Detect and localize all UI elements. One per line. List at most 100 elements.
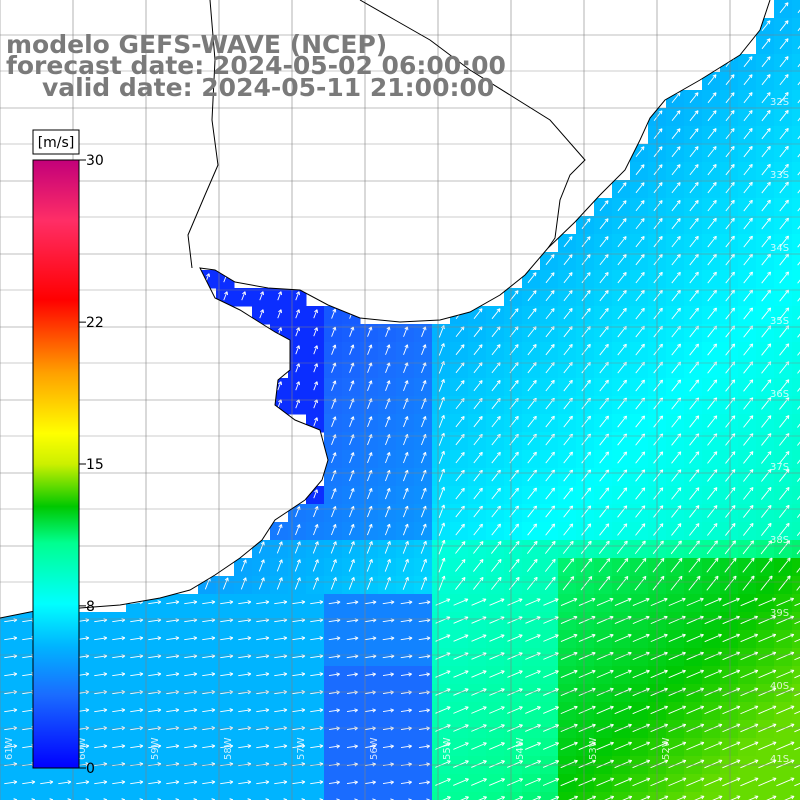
wind-arrow [797,27,800,32]
wind-arrow [560,705,578,715]
wind-cell [306,792,325,800]
wind-arrow [760,540,773,555]
wind-arrow [130,636,144,641]
wind-arrow [542,778,560,786]
wind-arrow [650,597,668,607]
wind-arrow [653,289,663,302]
wind-arrow [634,557,647,573]
wind-arrow [614,633,632,643]
wind-cell [432,792,451,800]
wind-cell [792,162,800,181]
wind-arrow [743,522,754,536]
wind-arrow [776,669,795,679]
wind-arrow [742,540,754,555]
wind-arrow [650,777,669,787]
wind-arrow [509,290,519,302]
wind-arrow [453,598,469,606]
wind-arrow [761,199,771,212]
longitude-label: 56W [369,737,380,760]
wind-arrow [743,487,754,500]
wind-arrow [471,778,487,786]
wind-arrow [599,415,609,428]
wind-arrow [367,487,373,500]
wind-arrow [491,380,501,392]
wind-arrow [761,433,772,446]
colorbar-tick-label: 30 [86,153,104,169]
wind-arrow [220,636,234,641]
wind-arrow [797,99,800,104]
wind-arrow [671,505,682,518]
wind-arrow [670,540,682,555]
wind-cell [792,288,800,307]
wind-arrow [796,513,800,518]
wind-arrow [166,744,180,749]
wind-arrow [686,705,705,715]
wind-arrow [635,218,645,230]
wind-arrow [704,777,723,787]
wind-arrow [761,235,771,248]
wind-arrow [349,380,355,391]
wind-arrow [617,200,627,212]
wind-arrow [238,600,252,605]
wind-arrow [4,636,18,641]
wind-arrow [184,744,198,749]
wind-arrow [202,708,216,713]
wind-arrow [562,576,575,591]
wind-arrow [542,760,560,768]
wind-arrow [653,253,663,266]
wind-arrow [563,451,573,464]
wind-cell [792,504,800,523]
wind-arrow [743,451,754,464]
wind-arrow [779,451,790,464]
wind-arrow [743,307,754,320]
wind-arrow [491,523,501,536]
wind-cell [126,792,145,800]
wind-arrow [453,634,469,642]
wind-arrow [758,759,777,769]
wind-arrow [166,780,180,785]
wind-arrow [778,504,790,518]
wind-cell [720,792,739,800]
wind-arrow [331,344,337,355]
wind-arrow [599,487,610,500]
wind-arrow [689,253,699,266]
wind-arrow [545,451,555,464]
wind-arrow [403,380,409,392]
wind-cell [198,792,217,800]
wind-arrow [525,742,541,750]
wind-arrow [148,708,162,713]
wind-arrow [295,506,301,518]
wind-arrow [776,651,795,661]
wind-arrow [313,506,319,518]
latitude-label: 36S [770,389,789,400]
wind-arrow [256,636,270,641]
wind-arrow [349,434,355,446]
wind-arrow [707,343,718,356]
wind-arrow [650,741,669,751]
wind-arrow [525,634,541,642]
wind-arrow [688,575,701,591]
wind-arrow [743,163,753,176]
wind-arrow [779,307,790,320]
wind-arrow [653,451,664,464]
wind-arrow [640,795,651,800]
wind-arrow [653,218,663,230]
wind-arrow [670,557,683,573]
wind-arrow [364,744,376,749]
wind-arrow [658,795,669,800]
wind-arrow [478,796,487,800]
wind-cell [792,648,800,667]
wind-cell [792,72,800,91]
wind-cell [792,540,800,559]
wind-arrow [514,796,524,800]
wind-arrow [292,600,306,605]
wind-arrow [438,450,445,464]
wind-arrow [184,600,198,605]
wind-arrow [617,523,628,536]
wind-arrow [403,344,409,355]
wind-arrow [653,236,663,248]
wind-arrow [779,38,789,50]
wind-arrow [724,575,737,591]
wind-arrow [689,523,700,536]
wind-cell [792,432,800,451]
